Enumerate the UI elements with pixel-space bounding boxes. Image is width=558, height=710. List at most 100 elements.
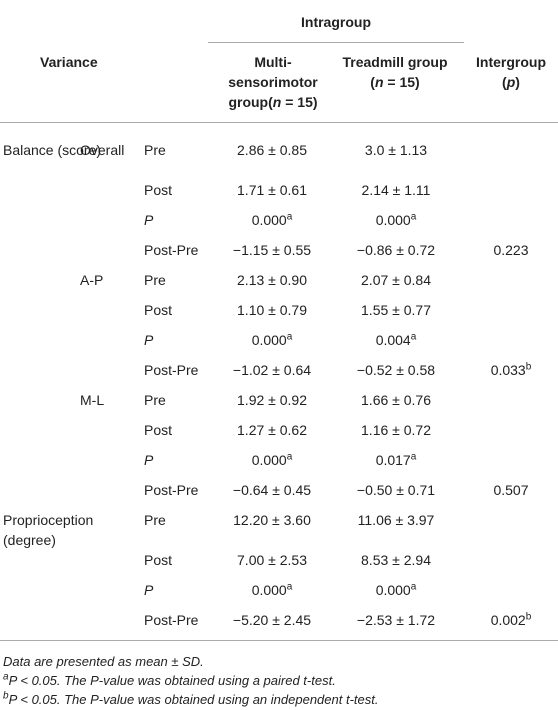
cell: 1.71 ± 0.61 <box>208 180 336 200</box>
row-time: Post-Pre <box>144 482 199 498</box>
footnote-marker: b <box>3 690 9 702</box>
cell-value: −2.53 ± 1.72 <box>356 612 436 628</box>
cell: 1.27 ± 0.62 <box>208 420 336 440</box>
cell-superscript: a <box>286 211 293 223</box>
header-part: n <box>272 94 282 110</box>
row-time: Post-Pre <box>144 362 199 378</box>
cell-value: 2.14 ± 1.11 <box>361 182 431 198</box>
cell: −5.20 ± 2.45 <box>208 610 336 630</box>
cell-superscript: a <box>286 451 293 463</box>
cell: −1.02 ± 0.64 <box>208 360 336 380</box>
row-time: Post <box>144 302 173 318</box>
row-time: Post-Pre <box>144 612 199 628</box>
header-part: Intergroup ( <box>476 54 546 90</box>
cell: 7.00 ± 2.53 <box>208 550 336 570</box>
cell-value: −5.20 ± 2.45 <box>232 612 312 628</box>
footnote: bP < 0.05. The P-value was obtained usin… <box>3 690 378 710</box>
cell: 0.002b <box>466 610 556 630</box>
footnote-marker: a <box>3 671 9 683</box>
cell: 12.20 ± 3.60 <box>208 510 336 530</box>
cell-value: 0.000 <box>251 452 287 468</box>
cell: 0.000a <box>208 580 336 600</box>
cell-value: −1.15 ± 0.55 <box>232 242 312 258</box>
cell-value: 0.000 <box>375 582 411 598</box>
row-time: Pre <box>144 392 166 408</box>
cell-value: 1.10 ± 0.79 <box>237 302 307 318</box>
row-time: Pre <box>144 272 166 288</box>
cell-value: 0.004 <box>375 332 411 348</box>
row-subgroup: Overall <box>80 142 125 158</box>
cell: 0.000a <box>208 210 336 230</box>
cell: 11.06 ± 3.97 <box>336 510 456 530</box>
footnote: Data are presented as mean ± SD. <box>3 652 204 672</box>
cell-value: 8.53 ± 2.94 <box>361 552 431 568</box>
cell: 2.14 ± 1.11 <box>336 180 456 200</box>
cell-value: 0.000 <box>251 332 287 348</box>
cell: −1.15 ± 0.55 <box>208 240 336 260</box>
cell: 0.017a <box>336 450 456 470</box>
cell-value: −1.02 ± 0.64 <box>232 362 312 378</box>
cell-superscript: a <box>410 451 417 463</box>
cell: 8.53 ± 2.94 <box>336 550 456 570</box>
header-part: p <box>506 74 516 90</box>
cell-superscript: b <box>525 361 532 373</box>
row-time: P <box>144 452 154 468</box>
cell: 0.000a <box>208 450 336 470</box>
cell-value: 1.71 ± 0.61 <box>237 182 307 198</box>
cell: 0.223 <box>466 240 556 260</box>
rule <box>0 640 558 641</box>
cell-value: 0.017 <box>375 452 411 468</box>
row-subgroup: A-P <box>80 272 104 288</box>
cell-value: 2.13 ± 0.90 <box>237 272 307 288</box>
cell: 1.16 ± 0.72 <box>336 420 456 440</box>
cell-value: 0.002 <box>490 612 526 628</box>
cell-value: 0.507 <box>493 482 529 498</box>
row-time: Pre <box>144 142 166 158</box>
cell-value: −0.86 ± 0.72 <box>356 242 436 258</box>
cell-value: 2.07 ± 0.84 <box>361 272 431 288</box>
cell-value: −0.50 ± 0.71 <box>356 482 436 498</box>
cell-value: 0.000 <box>375 212 411 228</box>
cell-value: 1.27 ± 0.62 <box>237 422 307 438</box>
cell: −2.53 ± 1.72 <box>336 610 456 630</box>
cell-value: 0.000 <box>251 582 287 598</box>
cell: 2.13 ± 0.90 <box>208 270 336 290</box>
row-time: P <box>144 332 154 348</box>
cell-value: 0.000 <box>251 212 287 228</box>
cell-value: 11.06 ± 3.97 <box>357 512 435 528</box>
cell-superscript: a <box>410 211 417 223</box>
footnote-text: P < 0.05. The P-value was obtained using… <box>8 673 336 688</box>
cell: 0.004a <box>336 330 456 350</box>
cell-value: 12.20 ± 3.60 <box>233 512 311 528</box>
row-subgroup: M-L <box>80 392 105 408</box>
header-variance: Variance <box>40 54 98 70</box>
row-time: Post <box>144 422 173 438</box>
cell-superscript: a <box>410 581 417 593</box>
cell-value: 0.033 <box>490 362 526 378</box>
row-variable: Balance (score) <box>3 142 102 158</box>
header-part: = 15) <box>281 94 318 110</box>
header-intergroup: Intergroup (p) <box>466 52 556 92</box>
cell-superscript: b <box>525 611 532 623</box>
cell: 0.000a <box>336 210 456 230</box>
cell: −0.50 ± 0.71 <box>336 480 456 500</box>
cell: −0.52 ± 0.58 <box>336 360 456 380</box>
row-time: P <box>144 212 154 228</box>
cell: 3.0 ± 1.13 <box>336 140 456 160</box>
cell: 1.55 ± 0.77 <box>336 300 456 320</box>
cell-value: −0.52 ± 0.58 <box>356 362 436 378</box>
footnote-text: P < 0.05. The P-value was obtained using… <box>8 692 379 707</box>
cell-value: 1.55 ± 0.77 <box>361 302 431 318</box>
cell: 1.92 ± 0.92 <box>208 390 336 410</box>
row-variable: Proprioception (degree) <box>3 512 94 548</box>
cell-superscript: a <box>286 331 293 343</box>
cell: 0.000a <box>336 580 456 600</box>
row-time: Post <box>144 182 173 198</box>
cell: 2.07 ± 0.84 <box>336 270 456 290</box>
cell-value: 1.66 ± 0.76 <box>361 392 431 408</box>
cell-value: 1.92 ± 0.92 <box>237 392 307 408</box>
header-part: Treadmill group ( <box>342 54 448 90</box>
header-intragroup: Intragroup <box>301 14 371 30</box>
footnote-text: Data are presented as mean ± SD. <box>3 654 204 669</box>
